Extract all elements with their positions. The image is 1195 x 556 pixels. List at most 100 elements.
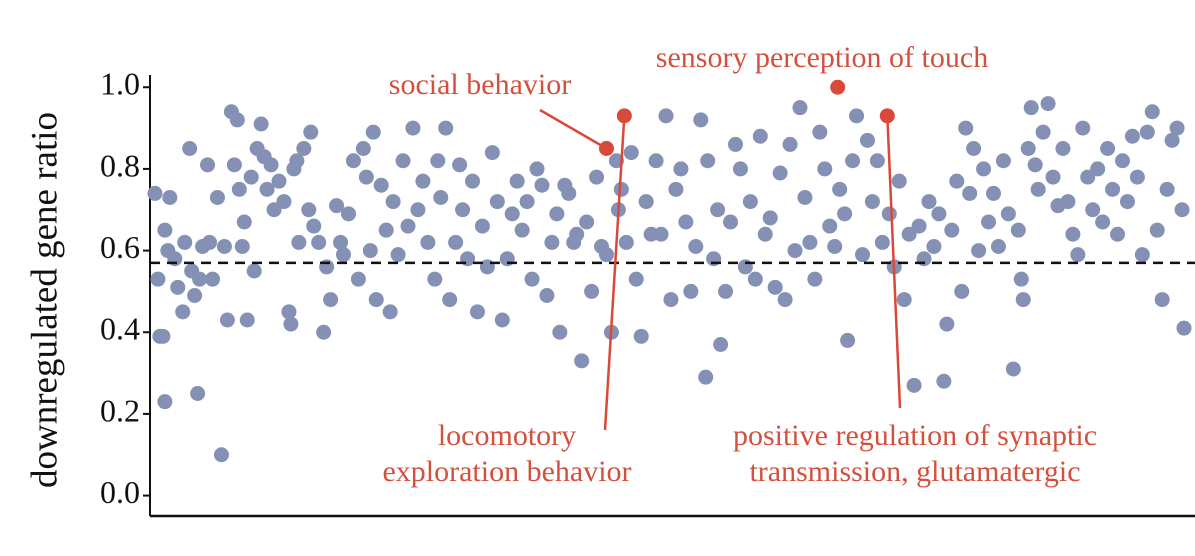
- point: [985, 185, 1001, 201]
- point: [1149, 222, 1165, 238]
- point: [995, 153, 1011, 169]
- point: [1065, 226, 1081, 242]
- point: [762, 210, 778, 226]
- point: [1010, 222, 1026, 238]
- point: [1154, 292, 1170, 308]
- point: [524, 271, 540, 287]
- point: [837, 206, 853, 222]
- point: [382, 304, 398, 320]
- point: [1055, 141, 1071, 156]
- point: [182, 141, 198, 156]
- point: [177, 234, 193, 250]
- point: [205, 271, 221, 287]
- point: [772, 165, 788, 181]
- point: [958, 120, 974, 136]
- point: [855, 247, 871, 263]
- point: [1144, 104, 1160, 120]
- point: [333, 234, 349, 250]
- point: [710, 202, 726, 218]
- point: [1020, 141, 1036, 156]
- point: [713, 337, 729, 352]
- point: [529, 161, 545, 177]
- point: [777, 292, 793, 308]
- point: [613, 181, 629, 197]
- point: [981, 214, 997, 230]
- point: [921, 194, 937, 210]
- point: [966, 141, 982, 156]
- point: [155, 328, 171, 344]
- point: [368, 292, 384, 308]
- point: [259, 181, 275, 197]
- point: [1080, 169, 1096, 185]
- point: [802, 234, 818, 250]
- point: [911, 218, 927, 234]
- point: [792, 100, 808, 116]
- point: [362, 243, 378, 259]
- point: [1023, 100, 1039, 116]
- point: [579, 214, 595, 230]
- point: [1110, 226, 1126, 242]
- point: [574, 353, 590, 369]
- point: [378, 222, 394, 238]
- point: [1164, 132, 1180, 148]
- y-axis-label: downregulated gene ratio: [24, 112, 65, 488]
- point: [623, 145, 639, 161]
- point: [561, 185, 577, 201]
- point: [727, 136, 743, 152]
- point: [301, 202, 317, 218]
- y-tick-label: 0.8: [100, 147, 140, 183]
- point: [147, 185, 163, 201]
- highlight-point: [598, 141, 614, 156]
- point: [936, 373, 952, 389]
- point: [175, 304, 191, 320]
- point: [954, 283, 970, 299]
- annotation: social behavior: [389, 68, 571, 101]
- point: [1139, 124, 1155, 140]
- point: [742, 194, 758, 210]
- point: [976, 161, 992, 177]
- point: [874, 234, 890, 250]
- point: [807, 271, 823, 287]
- point: [1060, 194, 1076, 210]
- point: [266, 202, 282, 218]
- y-tick-label: 1.0: [100, 66, 140, 102]
- point: [271, 173, 287, 189]
- point: [1119, 194, 1135, 210]
- point: [442, 292, 458, 308]
- point: [757, 226, 773, 242]
- point: [782, 136, 798, 152]
- annotation-line: [603, 115, 626, 431]
- point: [157, 394, 173, 410]
- point: [469, 304, 485, 320]
- point: [673, 161, 689, 177]
- point: [243, 169, 259, 185]
- point: [219, 312, 235, 328]
- y-tick-label: 0.2: [100, 392, 140, 428]
- point: [906, 377, 922, 393]
- point: [589, 169, 605, 185]
- point: [329, 198, 345, 214]
- point: [549, 206, 565, 222]
- point: [944, 222, 960, 238]
- point: [832, 181, 848, 197]
- point: [539, 288, 555, 303]
- point: [534, 177, 550, 193]
- point: [658, 108, 674, 124]
- point: [246, 263, 262, 279]
- point: [881, 206, 897, 222]
- point: [827, 239, 843, 254]
- point: [162, 190, 178, 205]
- point: [283, 316, 299, 332]
- point: [787, 243, 803, 259]
- point: [598, 247, 614, 263]
- point: [1015, 292, 1031, 308]
- point: [430, 153, 446, 169]
- point: [263, 157, 279, 173]
- point: [1134, 247, 1150, 263]
- point: [395, 153, 411, 169]
- point: [323, 292, 339, 308]
- annotation: sensory perception of touch: [656, 41, 988, 74]
- point: [1129, 169, 1145, 185]
- point: [752, 128, 768, 144]
- y-tick-label: 0.4: [100, 311, 140, 347]
